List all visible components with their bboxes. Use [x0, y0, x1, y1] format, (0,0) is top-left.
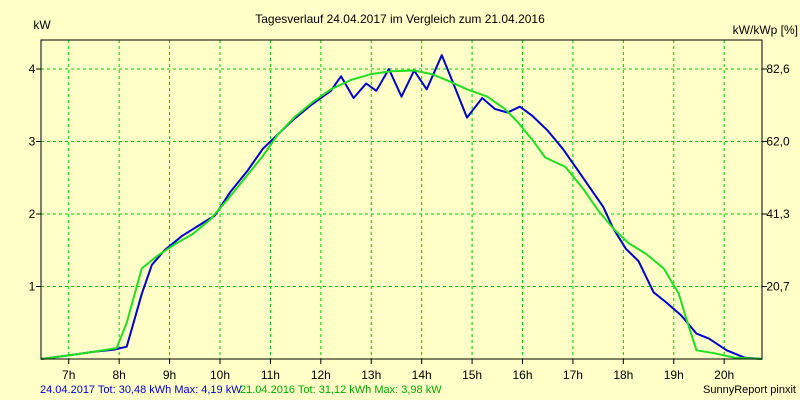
y-tick-label-left: 4	[29, 62, 36, 76]
y-tick-label-right: 41,3	[766, 207, 790, 221]
x-tick-label: 12h	[311, 368, 331, 382]
y-axis-right-label: kW/kWp [%]	[733, 23, 798, 37]
y-axis-left-label: kW	[33, 18, 51, 32]
plot-frame	[40, 39, 763, 360]
x-tick-label: 20h	[714, 368, 734, 382]
x-tick-label: 13h	[361, 368, 381, 382]
series-line-2017	[40, 54, 763, 360]
x-tick-label: 8h	[112, 368, 125, 382]
x-tick-label: 16h	[512, 368, 532, 382]
grid-lines	[41, 40, 762, 359]
x-tick-label: 19h	[664, 368, 684, 382]
tick-labels: 7h 8h 9h 10h 11h 12h 13h 14h 15h 16h 17h 18h 19h 20h 1…	[29, 62, 790, 382]
footer-stats-2017: 24.04.2017 Tot: 30,48 kWh Max: 4,19 kW	[40, 384, 242, 396]
x-tick-label: 11h	[261, 368, 280, 382]
chart-title: Tagesverlauf 24.04.2017 im Vergleich zum…	[255, 12, 545, 26]
x-tick-label: 14h	[412, 368, 432, 382]
x-tick-label: 10h	[210, 368, 230, 382]
series-line-2016	[40, 69, 763, 360]
x-tick-label: 7h	[62, 368, 75, 382]
series-layer	[40, 54, 763, 360]
y-tick-label-left: 3	[29, 135, 36, 149]
x-tick-label: 18h	[613, 368, 633, 382]
footer-brand: SunnyReport pinxit	[703, 384, 796, 396]
x-tick-label: 17h	[563, 368, 583, 382]
y-tick-label-right: 82,6	[766, 62, 790, 76]
x-tick-label: 15h	[462, 368, 482, 382]
y-tick-label-right: 62,0	[766, 135, 790, 149]
y-tick-label-left: 1	[29, 280, 36, 294]
y-tick-label-left: 2	[29, 207, 36, 221]
x-tick-label: 9h	[163, 368, 176, 382]
footer-stats-2016: 21.04.2016 Tot: 31,12 kWh Max: 3,98 kW	[240, 384, 442, 396]
y-tick-label-right: 20,7	[766, 280, 790, 294]
